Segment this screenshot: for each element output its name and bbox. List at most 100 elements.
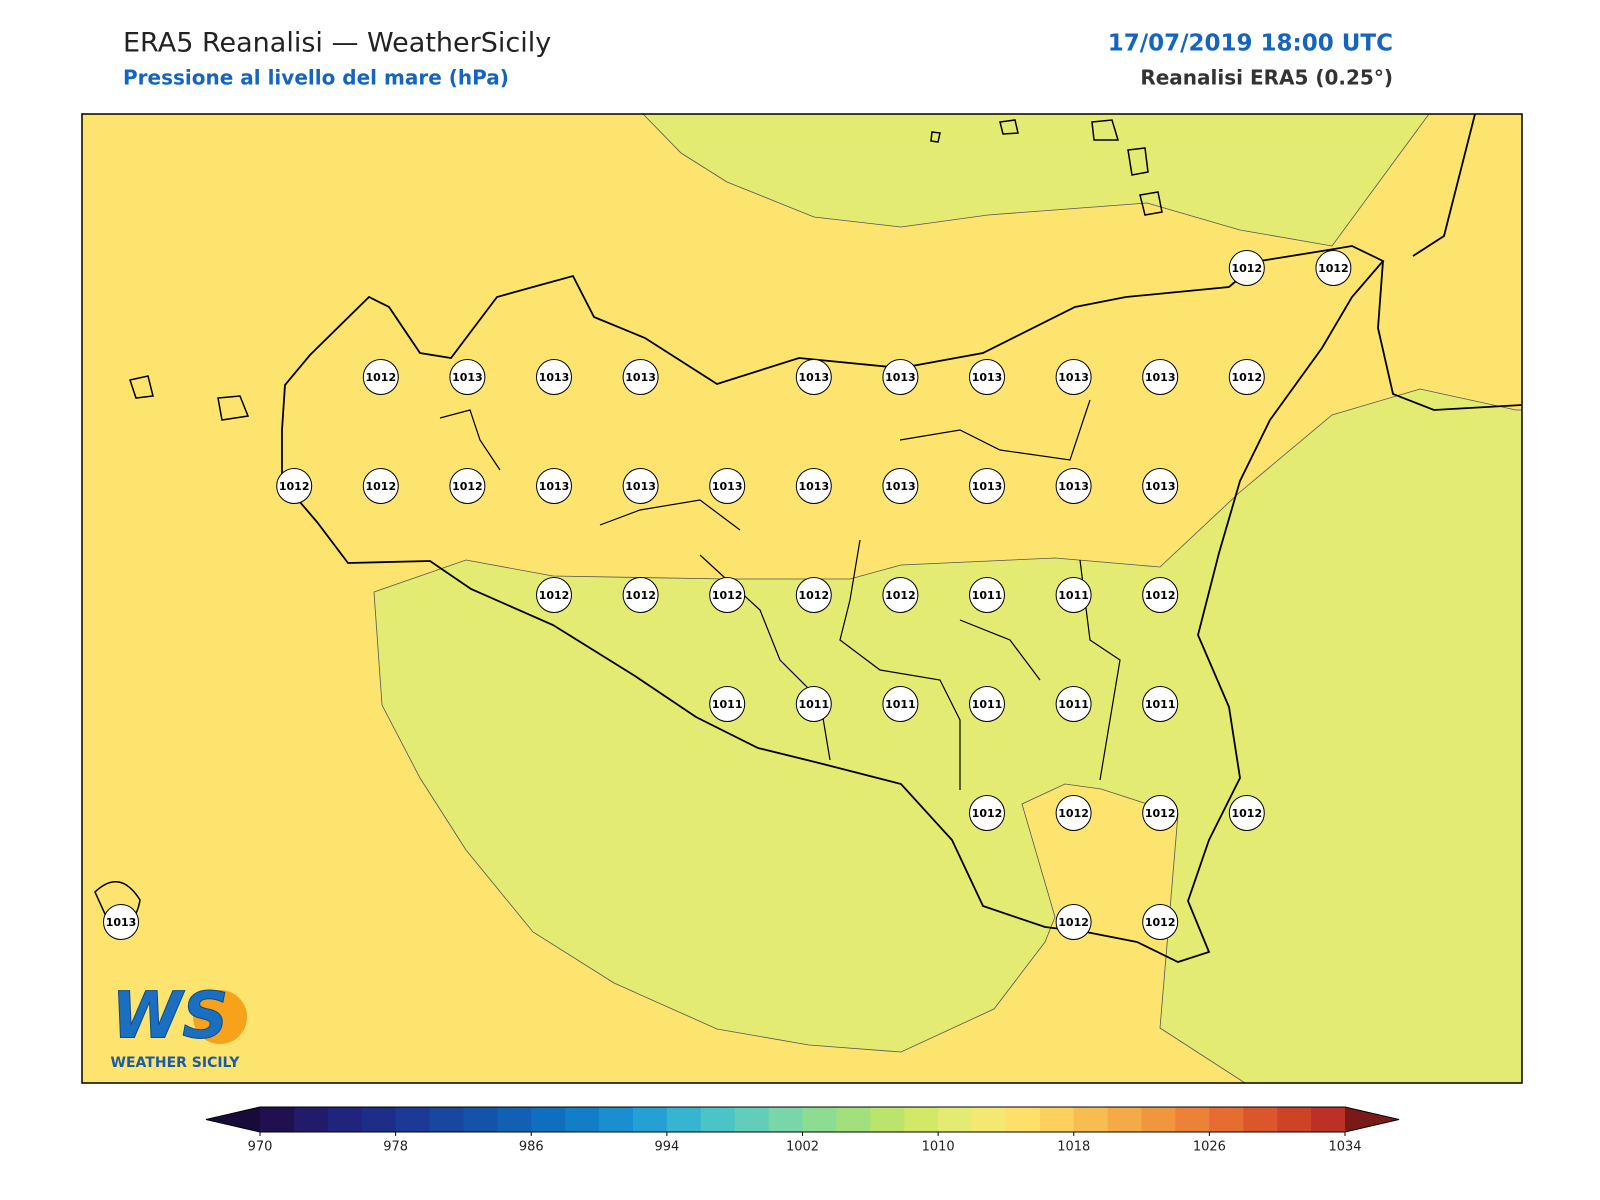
colorbar-bin bbox=[836, 1107, 871, 1132]
source: Reanalisi ERA5 (0.25°) bbox=[1140, 66, 1393, 90]
station-label: 1013 bbox=[452, 371, 483, 384]
colorbar-tick-label: 970 bbox=[248, 1140, 273, 1155]
station: 1011 bbox=[1055, 686, 1092, 722]
station-label: 1012 bbox=[279, 480, 310, 493]
station-label: 1013 bbox=[1058, 480, 1089, 493]
station: 1012 bbox=[536, 577, 572, 613]
logo-sun bbox=[193, 990, 247, 1044]
station-marker bbox=[969, 468, 1005, 504]
colorbar-bin bbox=[904, 1107, 939, 1132]
station: 1011 bbox=[1055, 577, 1092, 613]
colorbar-bin bbox=[565, 1107, 600, 1132]
colorbar: 970 978 986 994 1002 1010 1018 1026 1034 bbox=[205, 1106, 1400, 1155]
station-label: 1011 bbox=[798, 698, 829, 711]
station-label: 1012 bbox=[539, 589, 570, 602]
station: 1013 bbox=[449, 359, 486, 395]
station: 1012 bbox=[1315, 250, 1352, 286]
station-marker bbox=[795, 686, 832, 722]
station: 1011 bbox=[795, 686, 832, 722]
station: 1012 bbox=[1142, 577, 1179, 613]
station-marker bbox=[709, 686, 746, 722]
station-label: 1012 bbox=[365, 371, 396, 384]
station-marker bbox=[1228, 795, 1265, 831]
station-label: 1012 bbox=[972, 807, 1003, 820]
station-label: 1013 bbox=[712, 480, 743, 493]
station: 1013 bbox=[1142, 359, 1179, 395]
colorbar-bin bbox=[700, 1107, 736, 1132]
colorbar-bin bbox=[802, 1107, 837, 1132]
map: 1012 1012 1012 1013 1013 1013 1013 1013 1013 1013… bbox=[81, 113, 1523, 1084]
station-label: 1012 bbox=[1231, 807, 1262, 820]
station-marker bbox=[969, 359, 1005, 395]
station: 1011 bbox=[882, 686, 919, 722]
station: 1012 bbox=[969, 795, 1005, 831]
colorbar-bin bbox=[666, 1107, 702, 1132]
station-marker bbox=[969, 577, 1005, 613]
station-label: 1012 bbox=[1231, 262, 1262, 275]
stations: 1012 1012 1012 1013 1013 1013 1013 1013 1013 1013… bbox=[103, 250, 1352, 940]
station-marker bbox=[795, 359, 832, 395]
station-marker bbox=[449, 468, 486, 504]
station-marker bbox=[1055, 359, 1092, 395]
station-marker bbox=[536, 577, 572, 613]
colorbar-tick-label: 1026 bbox=[1193, 1140, 1226, 1155]
colorbar-bin bbox=[972, 1107, 1007, 1132]
colorbar-under bbox=[206, 1107, 260, 1132]
colorbar-tick-label: 1018 bbox=[1057, 1140, 1090, 1155]
station-label: 1012 bbox=[1231, 371, 1262, 384]
station-label: 1013 bbox=[539, 371, 570, 384]
station-marker bbox=[882, 686, 919, 722]
station: 1012 bbox=[1228, 359, 1265, 395]
station-label: 1012 bbox=[1058, 916, 1089, 929]
station: 1013 bbox=[622, 468, 659, 504]
station: 1012 bbox=[362, 468, 399, 504]
station: 1012 bbox=[1228, 250, 1265, 286]
colorbar-bin bbox=[599, 1107, 634, 1132]
station: 1013 bbox=[1055, 359, 1092, 395]
colorbar-bin bbox=[395, 1107, 431, 1132]
station-label: 1013 bbox=[539, 480, 570, 493]
station-label: 1012 bbox=[1058, 807, 1089, 820]
colorbar-bin bbox=[463, 1107, 498, 1132]
station-marker bbox=[1055, 468, 1092, 504]
station-label: 1013 bbox=[885, 480, 916, 493]
station-label: 1013 bbox=[1145, 480, 1176, 493]
station: 1012 bbox=[449, 468, 486, 504]
station-marker bbox=[795, 577, 832, 613]
station: 1011 bbox=[709, 686, 746, 722]
station: 1012 bbox=[1228, 795, 1265, 831]
colorbar-bin bbox=[293, 1107, 329, 1132]
colorbar-tick-label: 978 bbox=[383, 1140, 408, 1155]
station-marker bbox=[1055, 686, 1092, 722]
station-label: 1013 bbox=[798, 480, 829, 493]
station-marker bbox=[882, 577, 919, 613]
station: 1012 bbox=[709, 577, 746, 613]
colorbar-over bbox=[1345, 1107, 1399, 1132]
station-label: 1012 bbox=[798, 589, 829, 602]
station-marker bbox=[622, 359, 659, 395]
station-marker bbox=[1228, 359, 1265, 395]
station-marker bbox=[1142, 795, 1179, 831]
station-marker bbox=[1142, 577, 1179, 613]
station: 1012 bbox=[1142, 795, 1179, 831]
colorbar-bin bbox=[1005, 1107, 1041, 1132]
logo: WS WEATHER SICILY bbox=[111, 979, 247, 1071]
station-label: 1013 bbox=[972, 371, 1003, 384]
station-label: 1012 bbox=[712, 589, 743, 602]
station-label: 1013 bbox=[106, 916, 137, 929]
station: 1013 bbox=[1055, 468, 1092, 504]
station-marker bbox=[1142, 468, 1179, 504]
station-marker bbox=[795, 468, 832, 504]
colorbar-bin bbox=[1107, 1107, 1143, 1132]
station: 1013 bbox=[882, 359, 919, 395]
station-label: 1013 bbox=[798, 371, 829, 384]
station: 1012 bbox=[362, 359, 399, 395]
colorbar-bin bbox=[870, 1107, 905, 1132]
station: 1011 bbox=[969, 686, 1005, 722]
station-marker bbox=[622, 577, 659, 613]
colorbar-bin bbox=[327, 1107, 363, 1132]
colorbar-bin bbox=[260, 1107, 295, 1132]
station: 1012 bbox=[276, 468, 313, 504]
station-label: 1012 bbox=[625, 589, 656, 602]
